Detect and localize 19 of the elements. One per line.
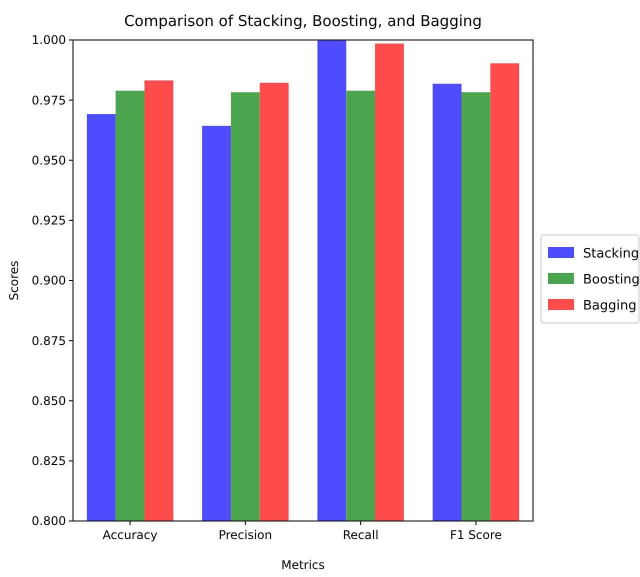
x-tick-label: Recall	[342, 528, 379, 542]
y-tick-label: 0.800	[32, 514, 66, 528]
y-tick-label: 1.000	[32, 33, 66, 48]
legend-label: Boosting	[583, 272, 640, 288]
x-tick-label: Accuracy	[102, 528, 158, 542]
y-tick-label: 0.900	[32, 274, 66, 288]
x-tick-label: Precision	[218, 528, 272, 542]
y-tick-label: 0.825	[32, 454, 66, 468]
x-tick-label: F1 Score	[450, 528, 502, 542]
x-axis-title: Metrics	[281, 558, 325, 572]
chart-title: Comparison of Stacking, Boosting, and Bagging	[124, 12, 482, 30]
y-tick-label: 0.850	[32, 394, 66, 408]
y-tick-label: 0.950	[32, 153, 66, 168]
y-tick-label: 0.925	[32, 214, 66, 228]
y-tick-label: 0.975	[32, 93, 66, 108]
legend-label: Stacking	[583, 246, 640, 262]
y-tick-label: 0.875	[32, 334, 66, 348]
legend-label: Bagging	[583, 298, 636, 314]
y-axis-title: Scores	[7, 260, 21, 300]
